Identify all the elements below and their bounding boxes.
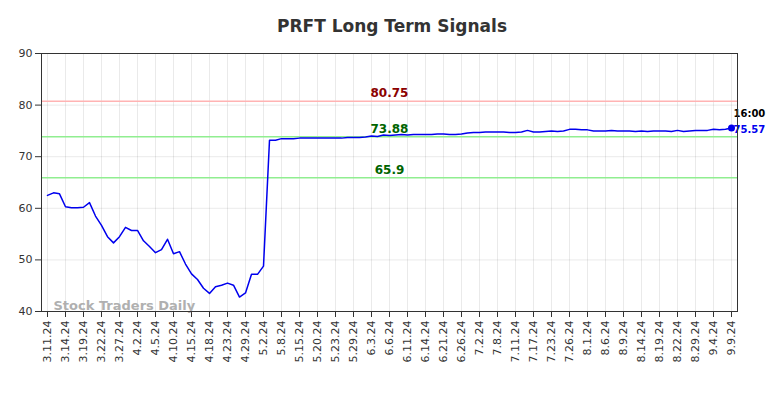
svg-text:5.8.24: 5.8.24 [275, 321, 288, 356]
svg-text:65.9: 65.9 [375, 163, 405, 177]
svg-text:75.57: 75.57 [734, 124, 766, 135]
svg-text:8.19.24: 8.19.24 [653, 321, 666, 363]
svg-text:8.9.24: 8.9.24 [617, 321, 630, 356]
svg-text:40: 40 [19, 305, 33, 318]
svg-text:3.14.24: 3.14.24 [59, 321, 72, 363]
svg-text:7.2.24: 7.2.24 [473, 321, 486, 356]
svg-text:8.29.24: 8.29.24 [689, 321, 702, 363]
svg-text:8.14.24: 8.14.24 [635, 321, 648, 363]
svg-text:73.88: 73.88 [371, 122, 409, 136]
svg-text:8.6.24: 8.6.24 [599, 321, 612, 356]
svg-text:7.8.24: 7.8.24 [491, 321, 504, 356]
svg-text:6.3.24: 6.3.24 [365, 321, 378, 356]
svg-text:4.15.24: 4.15.24 [185, 321, 198, 363]
svg-text:60: 60 [19, 202, 33, 215]
svg-text:5.2.24: 5.2.24 [257, 321, 270, 356]
svg-text:80.75: 80.75 [371, 86, 409, 100]
svg-text:5.29.24: 5.29.24 [347, 321, 360, 363]
svg-text:3.22.24: 3.22.24 [95, 321, 108, 363]
svg-text:16:00: 16:00 [734, 108, 766, 119]
svg-text:7.23.24: 7.23.24 [545, 321, 558, 363]
svg-text:9.9.24: 9.9.24 [725, 321, 738, 356]
svg-text:3.27.24: 3.27.24 [113, 321, 126, 363]
svg-text:5.15.24: 5.15.24 [293, 321, 306, 363]
svg-text:5.23.24: 5.23.24 [329, 321, 342, 363]
svg-text:4.10.24: 4.10.24 [167, 321, 180, 363]
svg-text:5.20.24: 5.20.24 [311, 321, 324, 363]
svg-text:3.11.24: 3.11.24 [41, 321, 54, 363]
svg-text:4.23.24: 4.23.24 [221, 321, 234, 363]
svg-text:50: 50 [19, 253, 33, 266]
svg-text:4.18.24: 4.18.24 [203, 321, 216, 363]
svg-text:Stock Traders Daily: Stock Traders Daily [54, 298, 196, 313]
svg-text:6.11.24: 6.11.24 [401, 321, 414, 363]
svg-text:70: 70 [19, 150, 33, 163]
svg-text:8.1.24: 8.1.24 [581, 321, 594, 356]
svg-text:80: 80 [19, 99, 33, 112]
svg-text:3.19.24: 3.19.24 [77, 321, 90, 363]
svg-text:4.2.24: 4.2.24 [131, 321, 144, 356]
html-text:PRFT Long Term Signals: PRFT Long Term Signals [277, 16, 507, 36]
svg-text:9.4.24: 9.4.24 [707, 321, 720, 356]
svg-text:7.11.24: 7.11.24 [509, 321, 522, 363]
svg-text:6.6.24: 6.6.24 [383, 321, 396, 356]
svg-text:8.22.24: 8.22.24 [671, 321, 684, 363]
svg-text:7.17.24: 7.17.24 [527, 321, 540, 363]
svg-text:7.26.24: 7.26.24 [563, 321, 576, 363]
svg-text:4.5.24: 4.5.24 [149, 321, 162, 356]
svg-text:90: 90 [19, 47, 33, 60]
svg-text:6.21.24: 6.21.24 [437, 321, 450, 363]
svg-text:6.14.24: 6.14.24 [419, 321, 432, 363]
svg-text:4.29.24: 4.29.24 [239, 321, 252, 363]
svg-text:6.26.24: 6.26.24 [455, 321, 468, 363]
